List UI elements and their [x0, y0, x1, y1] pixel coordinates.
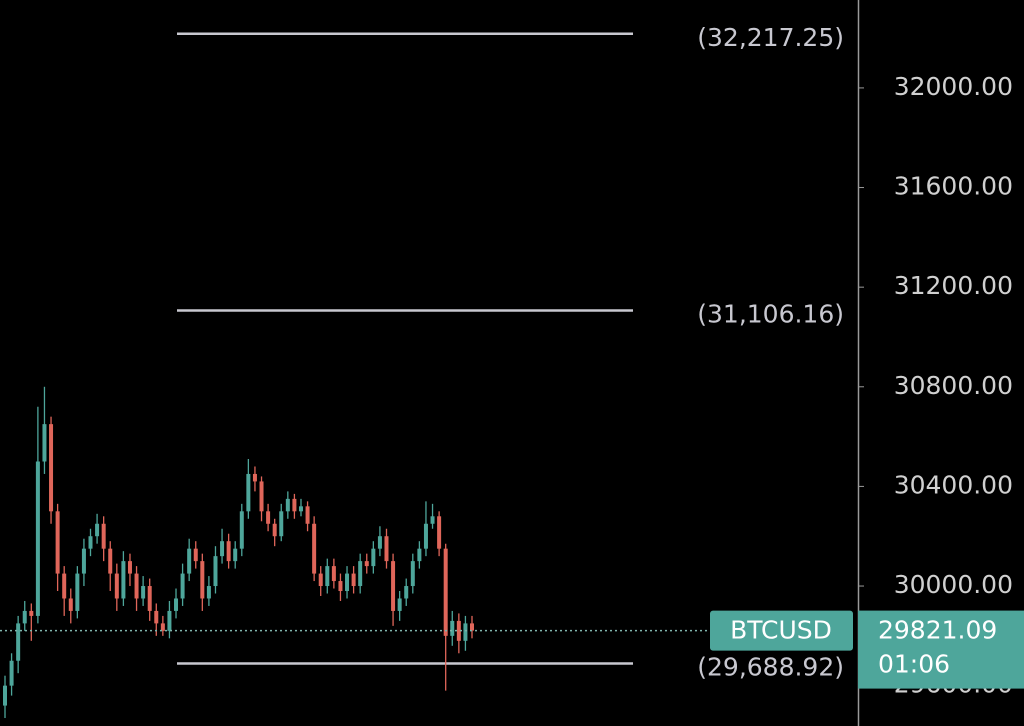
candle-body [127, 561, 132, 574]
candle-body [141, 586, 146, 599]
candle-body [206, 586, 211, 599]
candle-body [9, 660, 14, 686]
candle-body [174, 598, 179, 611]
candle-body [108, 548, 113, 574]
candle-body [279, 511, 284, 537]
candle-body [121, 561, 126, 599]
symbol-label: BTCUSD [730, 616, 832, 645]
candle-body [213, 556, 218, 587]
candle-body [75, 573, 80, 611]
candle-body [16, 623, 21, 661]
candle-body [298, 506, 303, 512]
candle-body [81, 548, 86, 574]
candle-body [29, 610, 34, 616]
price-box [858, 610, 1024, 689]
candle-body [246, 473, 251, 512]
level-label: (29,688.92) [697, 653, 844, 682]
level-label: (32,217.25) [697, 23, 844, 52]
y-tick-label: 30800.00 [894, 371, 1013, 400]
candle-body [470, 623, 474, 631]
candle-body [147, 586, 152, 611]
candle-body [423, 523, 428, 549]
candle-body [371, 548, 376, 567]
candle-body [292, 498, 297, 512]
candle-body [200, 561, 205, 599]
y-tick-label: 31600.00 [894, 172, 1013, 201]
candle-body [22, 610, 27, 624]
y-tick-label: 32000.00 [894, 72, 1013, 101]
candle-body [134, 573, 139, 599]
candle-body [410, 561, 415, 587]
candle-body [101, 523, 106, 549]
candle-body [62, 573, 67, 599]
candle-body [404, 586, 409, 599]
candle-body [391, 561, 396, 611]
candle-body [239, 511, 244, 549]
candle-body [55, 511, 60, 574]
candle-body [252, 473, 257, 482]
candle-body [345, 573, 350, 592]
candle-body [266, 511, 271, 524]
y-tick-label: 31200.00 [894, 271, 1013, 300]
candle-body [167, 610, 172, 631]
candle-body [450, 620, 455, 636]
candle-body [259, 481, 264, 512]
level-label: (31,106.16) [697, 300, 844, 329]
candle-body [364, 561, 369, 567]
candle-body [430, 516, 435, 524]
candle-body [3, 685, 7, 706]
candle-body [338, 581, 343, 592]
candle-body [68, 598, 73, 611]
candle-body [437, 516, 442, 549]
candle-body [285, 498, 290, 512]
candle-body [233, 548, 238, 562]
candle-body [463, 623, 468, 641]
candle-body [49, 424, 54, 512]
candle-body [443, 548, 448, 636]
y-tick-label: 30400.00 [894, 470, 1013, 499]
candle-body [358, 561, 363, 587]
last-price-label: 29821.09 [878, 616, 997, 645]
candle-body [456, 620, 461, 641]
candle-body [193, 548, 198, 562]
candle-body [42, 424, 47, 462]
candle-body [377, 536, 382, 549]
candle-body [220, 541, 225, 557]
candle-body [154, 610, 159, 624]
candle-body [305, 506, 310, 524]
candle-body [331, 566, 336, 582]
candle-body [417, 548, 422, 562]
y-tick-label: 30000.00 [894, 570, 1013, 599]
candle-body [351, 573, 356, 587]
candle-body [114, 573, 119, 599]
symbol-box [710, 610, 853, 651]
candle-body [35, 461, 40, 616]
candle-body [318, 573, 323, 587]
candle-body [160, 623, 165, 631]
candle-body [187, 548, 192, 574]
candle-body [226, 541, 231, 562]
candle-body [180, 573, 185, 599]
candle-body [397, 598, 402, 611]
candle-body [272, 523, 277, 537]
candle-body [384, 536, 389, 562]
candle-body [88, 536, 93, 549]
timer-label: 01:06 [878, 650, 950, 679]
candle-body [95, 523, 100, 537]
candle-body [325, 566, 330, 587]
candle-body [312, 523, 317, 574]
